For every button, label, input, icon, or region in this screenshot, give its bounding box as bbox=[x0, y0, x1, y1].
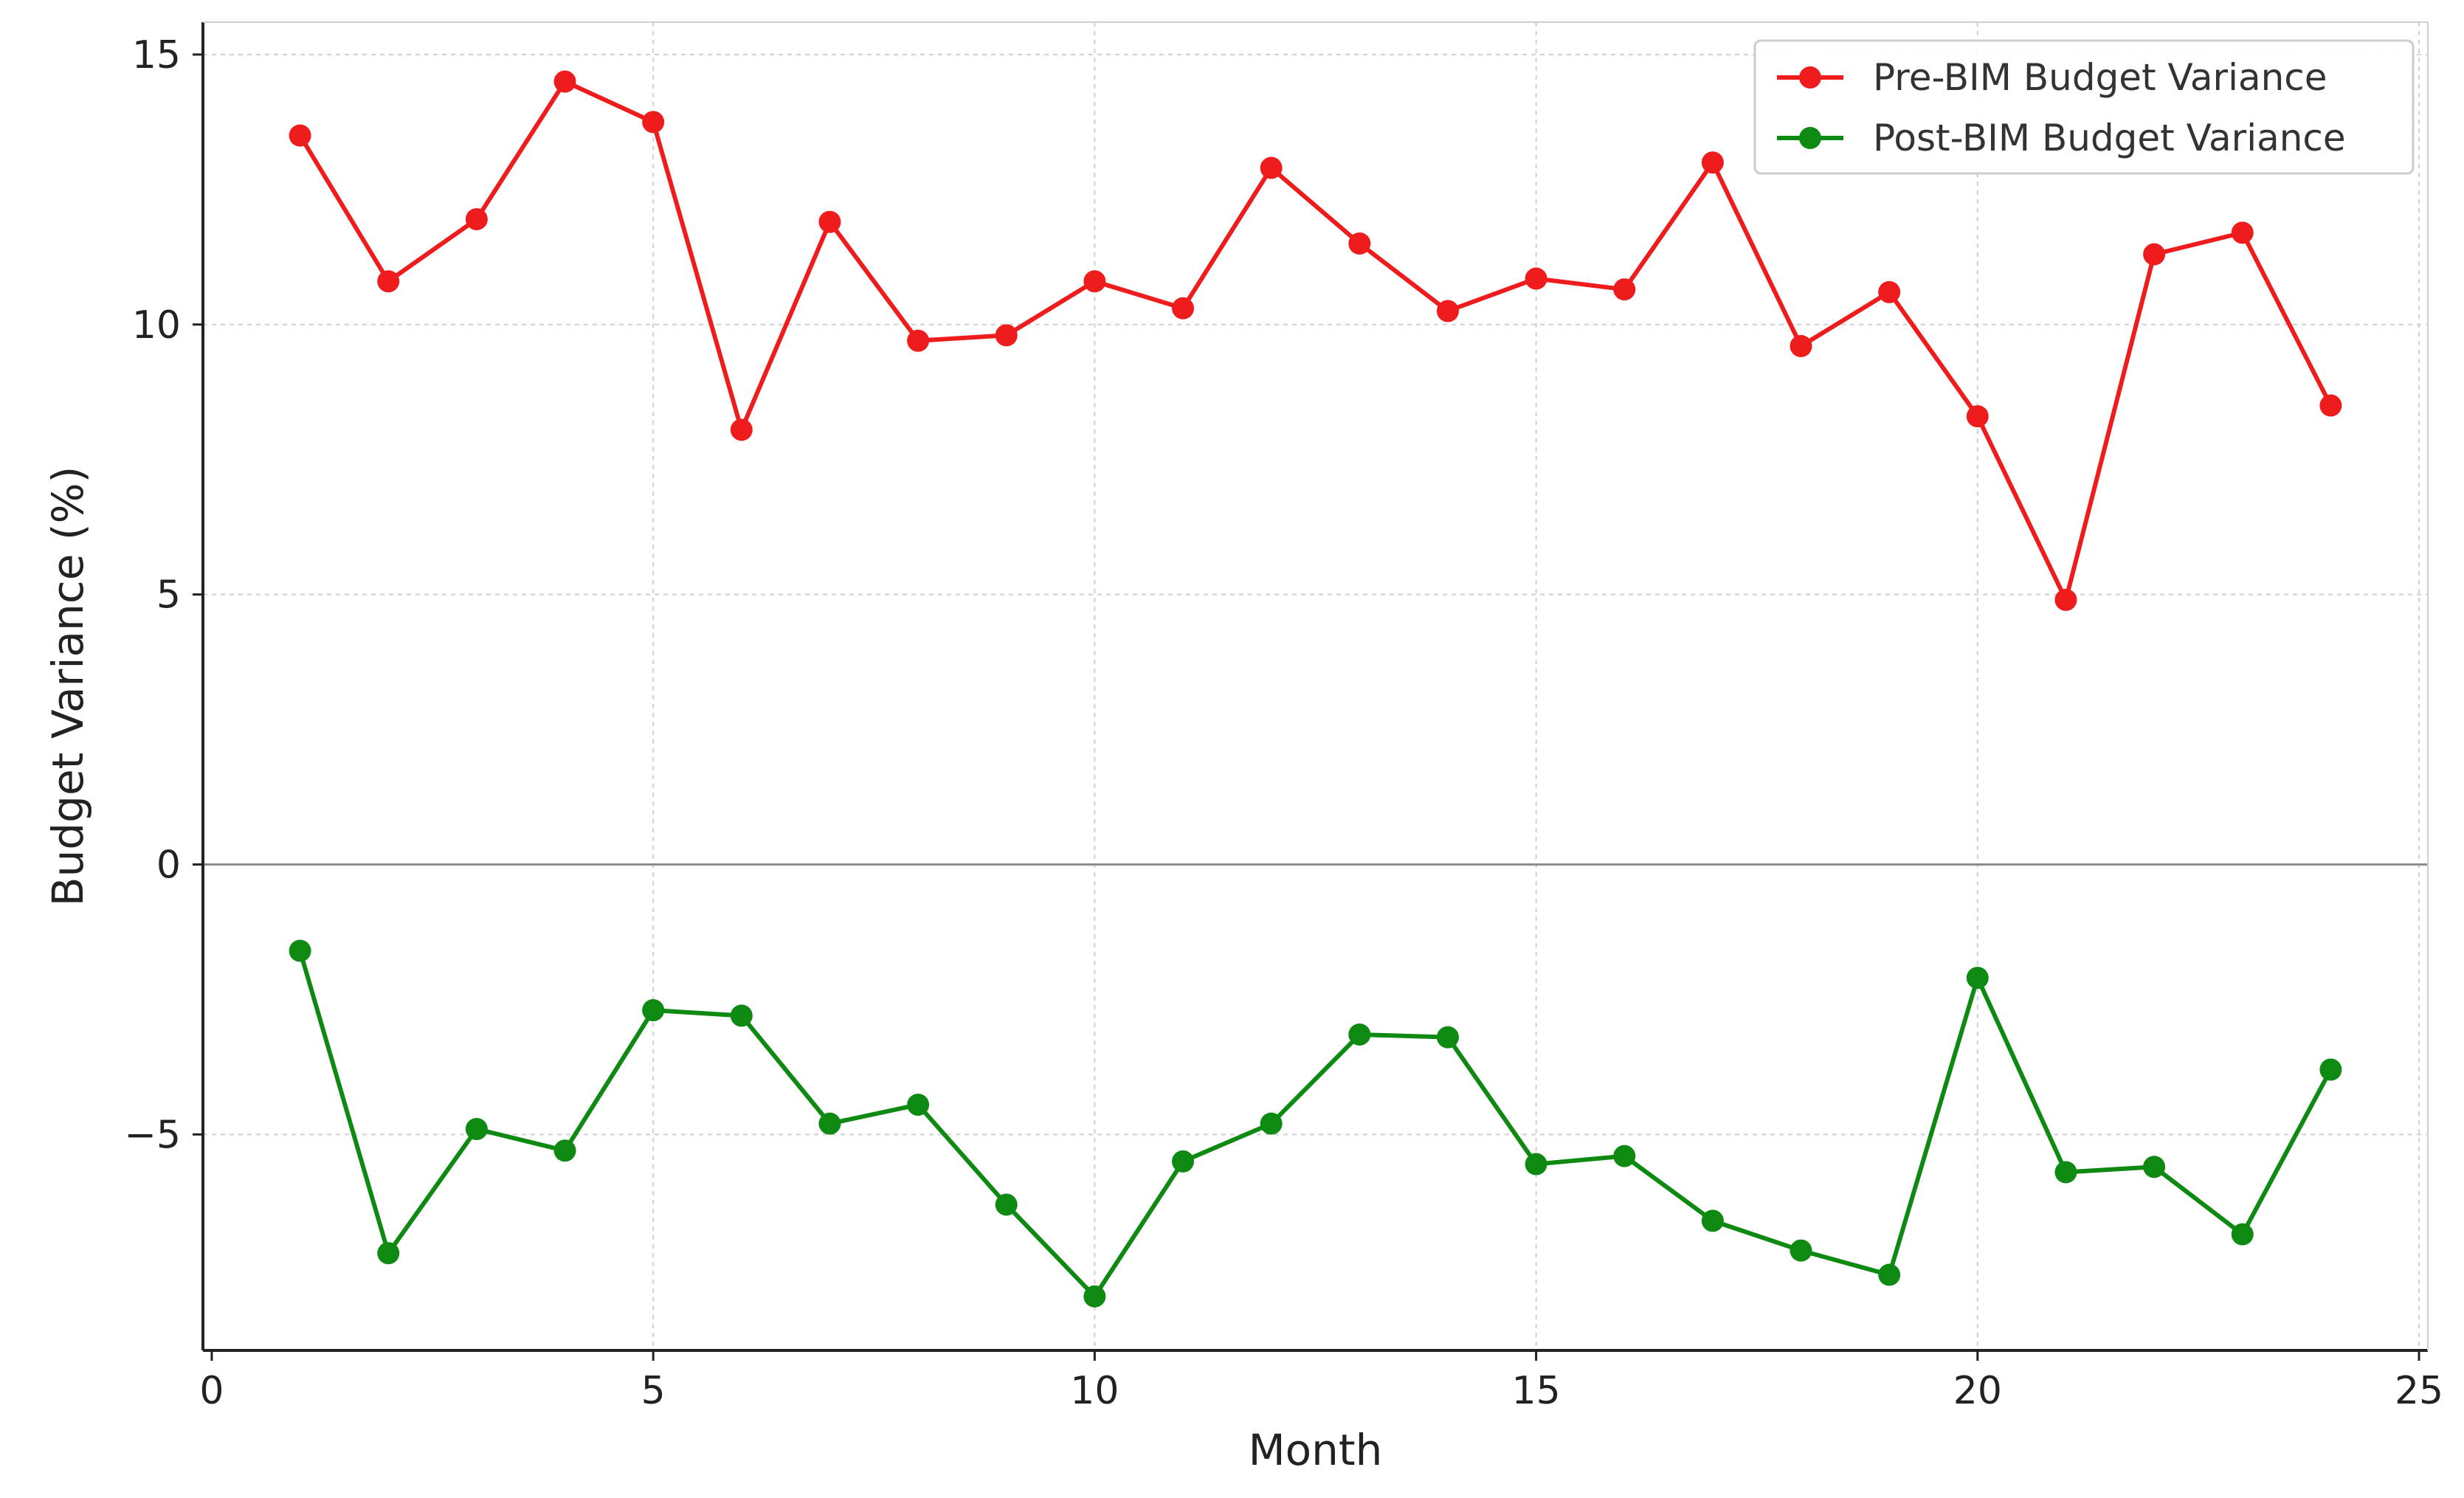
y-axis-label: Budget Variance (%) bbox=[43, 466, 93, 906]
series-1 bbox=[289, 70, 2342, 611]
data-point bbox=[2231, 221, 2254, 244]
data-point bbox=[1348, 1023, 1371, 1046]
x-tick-label: 20 bbox=[1953, 1369, 2002, 1413]
data-point bbox=[1083, 1285, 1106, 1308]
y-tick-label: −5 bbox=[124, 1113, 181, 1157]
y-tick-label: 0 bbox=[156, 843, 181, 887]
data-point bbox=[995, 324, 1018, 347]
data-point bbox=[1436, 1026, 1459, 1049]
y-tick-label: 15 bbox=[132, 33, 181, 77]
data-point bbox=[2319, 394, 2342, 417]
tick-labels: 0 5 10 15 20 25 −5 0 5 10 15 bbox=[124, 33, 2443, 1413]
data-point bbox=[289, 124, 311, 147]
data-point bbox=[818, 210, 841, 233]
data-point bbox=[553, 1139, 576, 1162]
data-point bbox=[1172, 297, 1195, 320]
data-point bbox=[1348, 232, 1371, 255]
legend: Pre-BIM Budget Variance Post-BIM Budget V… bbox=[1753, 39, 2415, 175]
legend-label: Pre-BIM Budget Variance bbox=[1873, 56, 2327, 99]
data-point bbox=[995, 1193, 1018, 1216]
data-point bbox=[465, 208, 488, 231]
data-point bbox=[2054, 588, 2077, 611]
data-point bbox=[1790, 1239, 1812, 1262]
data-point bbox=[1525, 1153, 1547, 1176]
data-point bbox=[2319, 1058, 2342, 1081]
x-axis-label: Month bbox=[1249, 1425, 1383, 1475]
x-tick-label: 25 bbox=[2395, 1369, 2443, 1413]
data-point bbox=[2143, 1156, 2166, 1178]
legend-item: Pre-BIM Budget Variance bbox=[1777, 56, 2327, 99]
grid bbox=[203, 22, 2428, 1350]
data-point bbox=[1966, 967, 1989, 990]
data-point bbox=[377, 1242, 400, 1265]
data-point bbox=[642, 111, 665, 134]
x-tick-label: 0 bbox=[199, 1369, 224, 1413]
series-line bbox=[298, 79, 2333, 602]
series-line bbox=[297, 950, 2333, 1299]
data-point bbox=[730, 418, 753, 441]
data-point bbox=[1260, 156, 1283, 179]
data-point bbox=[2143, 243, 2166, 266]
data-point bbox=[818, 1112, 841, 1135]
data-point bbox=[1966, 405, 1989, 428]
data-point bbox=[1436, 300, 1459, 322]
data-point bbox=[465, 1118, 488, 1140]
data-point bbox=[2231, 1223, 2254, 1246]
data-point bbox=[289, 939, 311, 962]
data-point bbox=[1613, 278, 1636, 301]
x-tick-label: 5 bbox=[641, 1369, 666, 1413]
legend-label: Post-BIM Budget Variance bbox=[1873, 117, 2346, 159]
y-tick-label: 10 bbox=[132, 303, 181, 348]
data-point bbox=[1525, 267, 1547, 290]
data-point bbox=[1083, 270, 1106, 293]
legend-box bbox=[1753, 39, 2415, 175]
x-tick-label: 15 bbox=[1512, 1369, 1561, 1413]
legend-marker bbox=[1799, 66, 1821, 89]
legend-marker bbox=[1799, 127, 1821, 149]
data-point bbox=[2054, 1161, 2077, 1184]
data-point bbox=[553, 70, 576, 93]
legend-item: Post-BIM Budget Variance bbox=[1777, 117, 2346, 159]
axes bbox=[193, 21, 2429, 1361]
data-point bbox=[377, 270, 400, 293]
data-point bbox=[730, 1004, 753, 1027]
data-point bbox=[1878, 1263, 1901, 1286]
data-point bbox=[907, 1094, 930, 1116]
data-point bbox=[1260, 1112, 1283, 1135]
y-tick-label: 5 bbox=[156, 573, 181, 618]
data-point bbox=[1701, 1209, 1724, 1232]
data-point bbox=[1878, 280, 1901, 303]
data-point bbox=[1172, 1150, 1195, 1173]
data-point bbox=[642, 999, 665, 1022]
x-tick-label: 10 bbox=[1070, 1369, 1119, 1413]
series-2 bbox=[289, 939, 2342, 1308]
data-point bbox=[1790, 335, 1812, 358]
data-point bbox=[1613, 1145, 1636, 1167]
data-point bbox=[907, 329, 930, 352]
data-point bbox=[1701, 151, 1724, 174]
series-layer bbox=[289, 70, 2342, 1308]
